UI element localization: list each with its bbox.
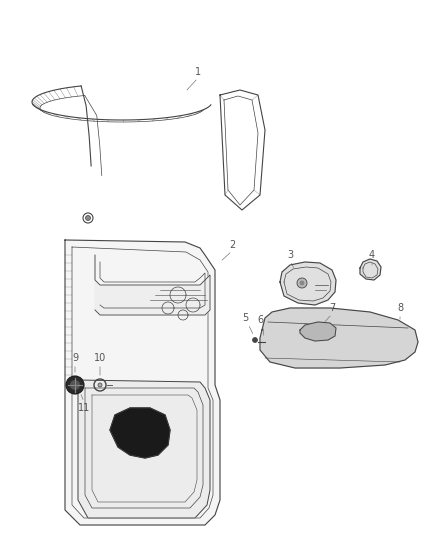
Text: 10: 10	[94, 353, 106, 363]
Polygon shape	[360, 259, 381, 280]
Circle shape	[252, 337, 258, 343]
Circle shape	[85, 215, 91, 221]
Polygon shape	[300, 322, 336, 341]
Polygon shape	[260, 308, 418, 368]
Polygon shape	[65, 240, 220, 525]
Text: 5: 5	[242, 313, 248, 323]
Text: 1: 1	[195, 67, 201, 77]
Polygon shape	[95, 255, 210, 315]
Polygon shape	[78, 380, 210, 518]
Text: 6: 6	[257, 315, 263, 325]
Circle shape	[66, 376, 84, 394]
Text: 7: 7	[329, 303, 335, 313]
Text: 8: 8	[397, 303, 403, 313]
Circle shape	[70, 380, 80, 390]
Text: 11: 11	[78, 403, 90, 413]
Polygon shape	[280, 262, 336, 305]
Circle shape	[300, 280, 304, 286]
Circle shape	[297, 278, 307, 288]
Text: 2: 2	[229, 240, 235, 250]
Circle shape	[98, 383, 102, 387]
Text: 3: 3	[287, 250, 293, 260]
Text: 4: 4	[369, 250, 375, 260]
Polygon shape	[110, 408, 170, 458]
Text: 9: 9	[72, 353, 78, 363]
